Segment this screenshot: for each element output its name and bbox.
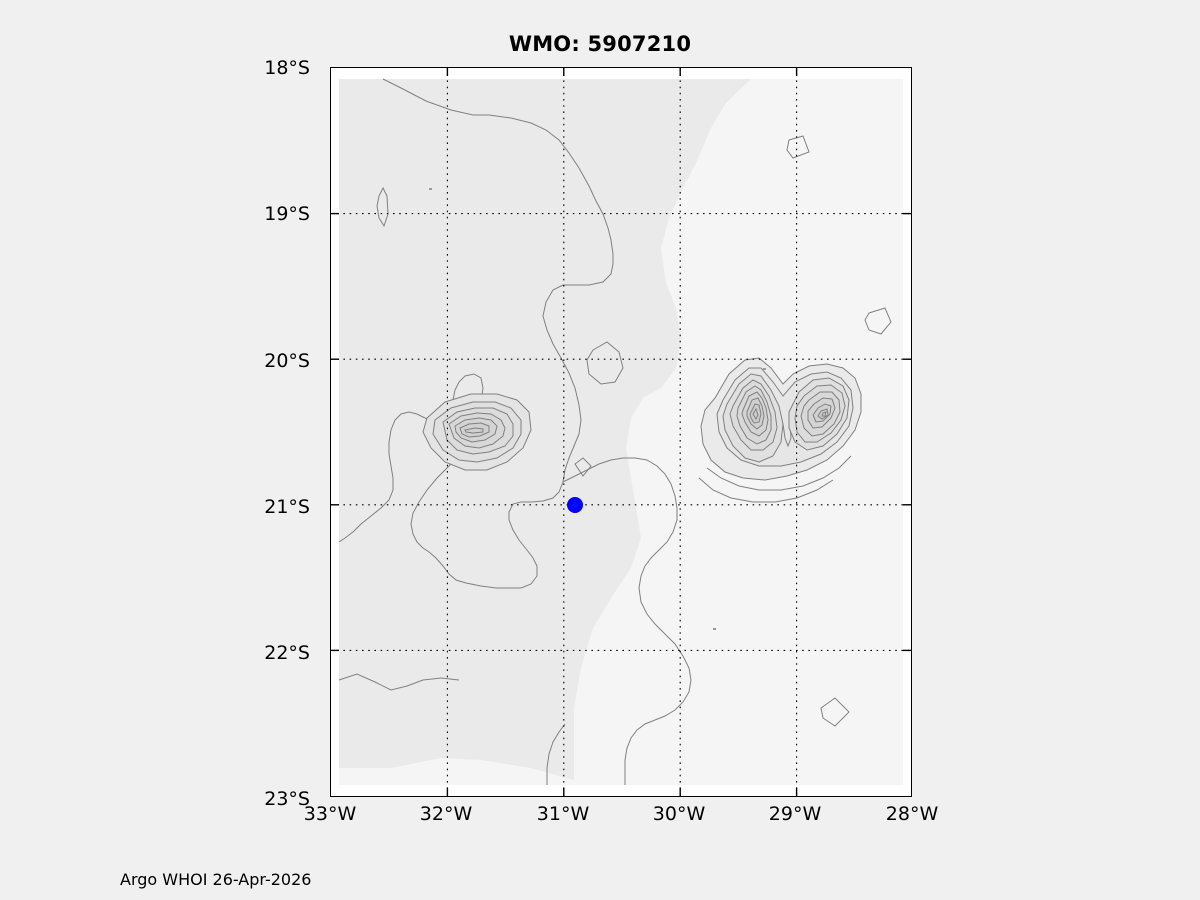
- footer-credit: Argo WHOI 26-Apr-2026: [120, 870, 312, 889]
- xtick-label-30W: 30°W: [652, 803, 706, 825]
- western-seamount: [422, 393, 532, 471]
- xtick-label-32W: 32°W: [419, 803, 473, 825]
- contour-island-lower-right: [820, 697, 850, 727]
- contour-island-small-diamond: [574, 457, 592, 477]
- ridge-contour-lower: [338, 373, 564, 589]
- contour-island-north-right: [786, 135, 810, 159]
- contour-sliver-west: [376, 186, 389, 228]
- contour-speck-mid: [763, 368, 766, 370]
- axis-ticks-inner: [331, 68, 911, 796]
- ytick-label-19S: 19°S: [264, 203, 310, 225]
- xtick-label-31W: 31°W: [536, 803, 590, 825]
- contour-speck-west: [429, 188, 432, 190]
- contour-southwest-fragment: [338, 673, 460, 691]
- contour-island-upper-right: [864, 307, 892, 335]
- ytick-label-23S: 23°S: [264, 788, 310, 810]
- ytick-label-18S: 18°S: [264, 57, 310, 79]
- xtick-label-33W: 33°W: [303, 803, 357, 825]
- deep-basin-fill-west: [339, 758, 574, 785]
- contour-south-vertical: [546, 723, 566, 785]
- ytick-label-22S: 22°S: [264, 642, 310, 664]
- contour-island-kite: [586, 341, 624, 385]
- bathymetry-map: [331, 68, 911, 796]
- page-title: WMO: 5907210: [508, 32, 692, 56]
- map-axes[interactable]: [330, 67, 912, 797]
- ytick-label-20S: 20°S: [264, 350, 310, 372]
- ytick-label-21S: 21°S: [264, 496, 310, 518]
- xtick-label-29W: 29°W: [768, 803, 822, 825]
- xtick-label-28W: 28°W: [885, 803, 939, 825]
- contour-speck-south: [713, 628, 716, 630]
- contour-east-branch: [562, 457, 692, 785]
- ridge-contour-main: [382, 78, 614, 483]
- eastern-seamount-cluster: [698, 357, 862, 503]
- float-position-marker[interactable]: [567, 497, 583, 513]
